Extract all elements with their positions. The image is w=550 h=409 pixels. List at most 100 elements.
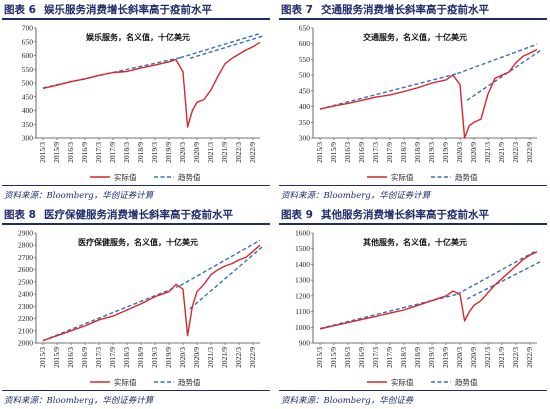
x-tick-label: 2020/3	[455, 142, 464, 163]
title-rule	[2, 223, 270, 225]
legend-actual-label: 实际值	[114, 377, 137, 387]
source-rule	[2, 390, 270, 391]
x-tick-label: 2021/9	[497, 347, 506, 368]
y-tick-label: 600	[299, 39, 311, 48]
y-tick-label: 600	[22, 51, 34, 60]
trend-series-line	[466, 260, 542, 300]
x-tick-label: 2019/3	[427, 142, 436, 163]
x-tick-label: 2017/9	[108, 142, 117, 163]
panel-title: 图表 6 娱乐服务消费增长斜率高于疫前水平	[4, 4, 212, 16]
x-tick-label: 2021/3	[206, 347, 215, 368]
x-tick-label: 2016/3	[66, 347, 75, 368]
y-tick-label: 2000	[18, 339, 33, 348]
x-tick-label: 2021/3	[206, 142, 215, 163]
y-tick-label: 550	[299, 55, 311, 64]
x-tick-label: 2015/3	[38, 347, 47, 368]
y-tick-label: 2600	[18, 265, 33, 274]
x-tick-label: 2017/3	[94, 142, 103, 163]
x-tick-label: 2021/9	[497, 142, 506, 163]
chart-annotation: 其他服务，名义值，十亿美元	[363, 237, 467, 247]
trend-series-line	[319, 72, 458, 110]
y-tick-label: 1400	[295, 260, 310, 269]
chart-panel-9: 图表 9 其他服务消费增长斜率高于疫前水平 900 1000 1100 1200 1300…	[279, 207, 549, 407]
y-tick-label: 500	[22, 79, 34, 88]
chart-annotation: 医疗保健服务，名义值，十亿美元	[78, 237, 198, 247]
source-rule	[279, 185, 547, 186]
panel-title: 图表 8 医疗保健服务消费增长斜率高于疫前水平	[4, 209, 233, 221]
source-rule	[2, 185, 270, 186]
x-tick-label: 2016/3	[66, 142, 75, 163]
x-tick-label: 2019/9	[164, 142, 173, 163]
x-tick-label: 2016/9	[357, 142, 366, 163]
x-tick-label: 2018/9	[413, 347, 422, 368]
x-tick-label: 2021/9	[220, 347, 229, 368]
x-tick-label: 2019/9	[441, 142, 450, 163]
x-tick-label: 2019/9	[441, 347, 450, 368]
chart-panel-7: 图表 7 交通服务消费增长斜率高于疫前水平 300 350 400 450 500 550 6…	[279, 2, 549, 202]
line-chart: 900 1000 1100 1200 1300 1400 1500 1600 2015/3 201…	[295, 229, 542, 387]
y-tick-label: 1600	[295, 229, 310, 238]
chart-panel-6: 图表 6 娱乐服务消费增长斜率高于疫前水平 300 350 400 450 500 550 6…	[2, 2, 272, 202]
y-tick-label: 300	[299, 134, 311, 143]
y-tick-label: 700	[22, 24, 34, 33]
y-tick-label: 2700	[18, 253, 33, 262]
x-tick-label: 2022/3	[511, 142, 520, 163]
source-note: 资料来源：Bloomberg，华创证券计算	[4, 396, 154, 406]
x-tick-label: 2018/9	[136, 347, 145, 368]
panel-title: 图表 7 交通服务消费增长斜率高于疫前水平	[281, 4, 489, 16]
actual-series-line	[319, 48, 538, 139]
chart-annotation: 娱乐服务，名义值，十亿美元	[86, 32, 190, 42]
x-tick-label: 2020/9	[469, 142, 478, 163]
actual-series-line	[42, 244, 261, 342]
x-tick-label: 2020/9	[192, 142, 201, 163]
actual-series-line	[42, 41, 261, 128]
y-tick-label: 2400	[18, 290, 33, 299]
x-tick-label: 2018/9	[136, 142, 145, 163]
y-tick-label: 450	[299, 86, 311, 95]
x-tick-label: 2019/3	[427, 347, 436, 368]
x-tick-label: 2018/9	[413, 142, 422, 163]
y-tick-label: 1100	[295, 307, 310, 316]
legend-actual-label: 实际值	[391, 377, 414, 387]
y-tick-label: 1300	[295, 276, 310, 285]
x-tick-label: 2017/3	[94, 347, 103, 368]
x-tick-label: 2016/9	[80, 142, 89, 163]
x-tick-label: 2017/3	[371, 142, 380, 163]
trend-series-line	[179, 32, 261, 59]
legend-trend-label: 趋势值	[178, 377, 201, 387]
legend-trend-label: 趋势值	[455, 377, 478, 387]
x-tick-label: 2018/3	[122, 142, 131, 163]
x-tick-label: 2020/3	[455, 347, 464, 368]
x-tick-label: 2017/9	[385, 142, 394, 163]
x-tick-label: 2022/9	[248, 347, 257, 368]
source-note: 资料来源：Bloomberg，华创证券	[281, 396, 414, 406]
trend-series-line	[456, 43, 538, 75]
title-rule	[279, 18, 547, 20]
x-tick-label: 2022/9	[525, 347, 534, 368]
y-tick-label: 400	[299, 102, 311, 111]
y-tick-label: 2500	[18, 277, 33, 286]
x-tick-label: 2022/9	[248, 142, 257, 163]
y-tick-label: 650	[22, 37, 34, 46]
y-tick-label: 2300	[18, 302, 33, 311]
legend-actual-label: 实际值	[114, 172, 137, 182]
y-tick-label: 2900	[18, 229, 33, 238]
x-tick-label: 2021/9	[220, 142, 229, 163]
trend-series-line	[179, 239, 261, 287]
title-rule	[279, 223, 547, 225]
trend-series-line	[42, 284, 181, 342]
x-tick-label: 2021/3	[483, 142, 492, 163]
line-chart: 300 350 400 450 500 550 600 650 2015/3 2015/9 2016…	[299, 24, 542, 182]
x-tick-label: 2020/3	[178, 347, 187, 368]
legend-trend-label: 趋势值	[455, 172, 478, 182]
x-tick-label: 2016/9	[357, 347, 366, 368]
line-chart: 300 350 400 450 500 550 600 650 700 2015/3 2015/9 2…	[22, 24, 265, 182]
y-tick-label: 350	[22, 120, 34, 129]
actual-series-line	[319, 251, 538, 330]
x-tick-label: 2020/9	[192, 347, 201, 368]
y-tick-label: 450	[22, 92, 34, 101]
trend-series-line	[466, 49, 542, 101]
y-tick-label: 2200	[18, 314, 33, 323]
y-tick-label: 1200	[295, 291, 310, 300]
x-tick-label: 2016/3	[343, 142, 352, 163]
